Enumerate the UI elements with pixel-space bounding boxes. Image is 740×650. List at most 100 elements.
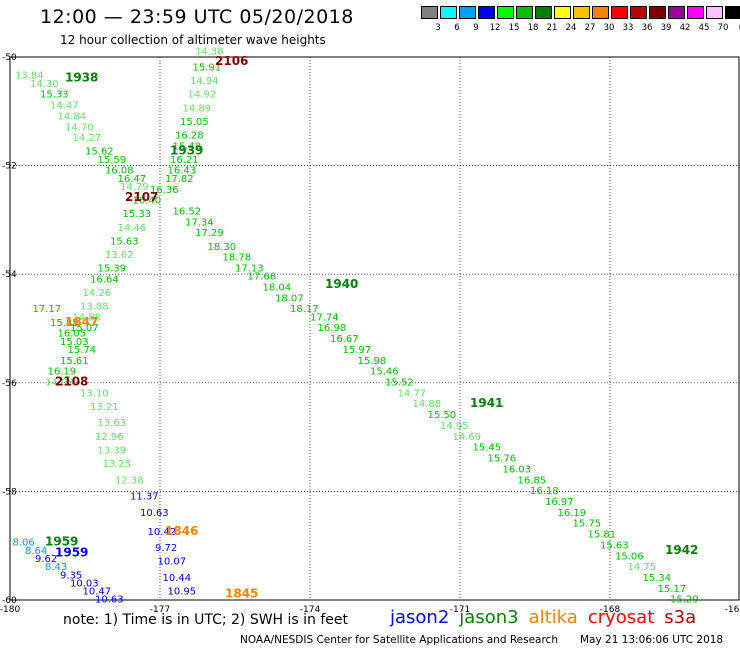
wave-height-label: 8.43 [45,562,67,573]
legend-label: 24 [565,23,577,33]
plot-frame [9,56,740,601]
wave-height-label: 16.64 [90,274,119,285]
wave-height-label: 14.92 [188,90,217,101]
wave-height-label: 17.29 [195,228,224,239]
wave-height-label: 8.64 [25,546,47,557]
wave-height-label: 13.21 [90,402,119,413]
wave-height-label: 16.28 [175,130,204,141]
wave-height-label: 15.29 [670,595,699,606]
wave-height-label: 12.96 [95,432,124,443]
wave-height-label: 13.84 [15,71,44,82]
pass-time-label: 1847 [65,315,98,329]
wave-height-label: 15.63 [110,236,139,247]
wave-height-label: 16.21 [170,155,199,166]
legend-swatch [478,6,495,19]
legend-label: 30 [603,23,615,33]
wave-height-label: 16.85 [518,475,547,486]
x-tick-label: -16 [725,605,740,615]
y-tick-label: -50 [2,53,17,63]
wave-height-label: 16.19 [48,367,77,378]
legend-swatch [516,6,533,19]
pass-time-label: 1959 [55,546,88,560]
legend-label: 15 [508,23,520,33]
pass-time-label: 2106 [215,54,248,68]
wave-height-label: 15.45 [473,443,502,454]
legend-label: 12 [489,23,501,33]
wave-height-label: 16.18 [530,486,559,497]
legend-swatch [573,6,590,19]
wave-height-label: 17.17 [33,304,62,315]
wave-height-label: 10.95 [168,587,197,598]
wave-height-label: 15.97 [343,345,372,356]
wave-height-label: 15.17 [658,584,687,595]
wave-height-label: 14.88 [73,312,102,323]
legend-label: 33 [622,23,634,33]
satellite-legend: jason2 jason3 altika cryosat s3a [390,607,706,628]
legend-label: 3 [435,23,441,33]
legend-label: 9 [473,23,479,33]
pass-time-label: 1942 [665,543,698,557]
wave-height-label: 16.47 [118,174,147,185]
legend-swatch [592,6,609,19]
wave-height-label: 17.13 [235,263,264,274]
units-note: note: 1) Time is in UTC; 2) SWH is in fe… [63,612,349,628]
x-tick-label: -168 [600,605,621,615]
wave-height-label: 16.19 [558,508,587,519]
wave-height-label: 13.39 [98,445,127,456]
wave-height-label: 15.05 [180,117,209,128]
generated-timestamp: May 21 13:06:06 UTC 2018 [580,634,724,646]
wave-height-label: 14.89 [183,103,212,114]
wave-height-label: 10.42 [148,527,177,538]
wave-height-label: 15.48 [173,141,202,152]
wave-height-label: 14.77 [398,388,427,399]
wave-height-label: 16.67 [330,334,359,345]
wave-height-label: 15.91 [193,63,222,74]
wave-height-label: 15.46 [370,367,399,378]
wave-height-label: 15.63 [600,540,629,551]
legend-swatch [421,6,438,19]
pass-time-label: 1845 [225,586,258,600]
wave-height-label: 15.33 [40,90,69,101]
wave-height-label: 15.06 [615,551,644,562]
legend-swatch [630,6,647,19]
x-tick-label: -177 [150,605,170,615]
wave-height-label: 16.03 [503,464,532,475]
wave-height-label: 13.88 [80,301,109,312]
wave-height-label: 18.17 [290,304,319,315]
wave-height-label: 14.47 [50,101,79,112]
legend-swatch [706,6,723,19]
x-tick-label: -174 [300,605,321,615]
satellite-s3a: s3a [664,607,697,628]
wave-height-label: 14.79 [120,182,149,193]
wave-height-label: 14.88 [413,399,442,410]
wave-height-label: 15.07 [70,323,99,334]
wave-height-label: 18.30 [208,242,237,253]
wave-height-label: 17.82 [165,174,194,185]
wave-height-label: 15.62 [85,147,114,158]
wave-height-label: 14.75 [628,562,657,573]
wave-height-label: 10.63 [95,595,124,606]
legend-label: 42 [679,23,691,33]
legend-swatch [668,6,685,19]
wave-height-label: 18.07 [275,293,304,304]
wave-height-label: 13.62 [105,250,134,261]
x-tick-label: -180 [0,605,20,615]
wave-height-label: 15.39 [98,263,127,274]
y-tick-label: -60 [2,596,17,606]
wave-height-label: 10.47 [83,587,112,598]
legend-swatch [459,6,476,19]
wave-height-label: 14.38 [195,46,224,57]
wave-height-label: 12.38 [115,475,144,486]
pass-time-label: 1938 [65,70,98,84]
wave-height-label: 13.10 [80,388,109,399]
x-tick-label: -171 [450,605,470,615]
wave-height-label: 15.85 [50,318,79,329]
wave-height-label: 15.50 [428,410,457,421]
wave-height-label: 16.08 [105,166,134,177]
wave-height-label: 9.35 [60,570,82,581]
legend-label: 21 [546,23,558,33]
credit-text: NOAA/NESDIS Center for Satellite Applica… [240,634,558,646]
wave-height-label: 14.70 [65,122,94,133]
wave-height-label: 16.40 [133,196,162,207]
pass-time-label: 2108 [55,375,88,389]
